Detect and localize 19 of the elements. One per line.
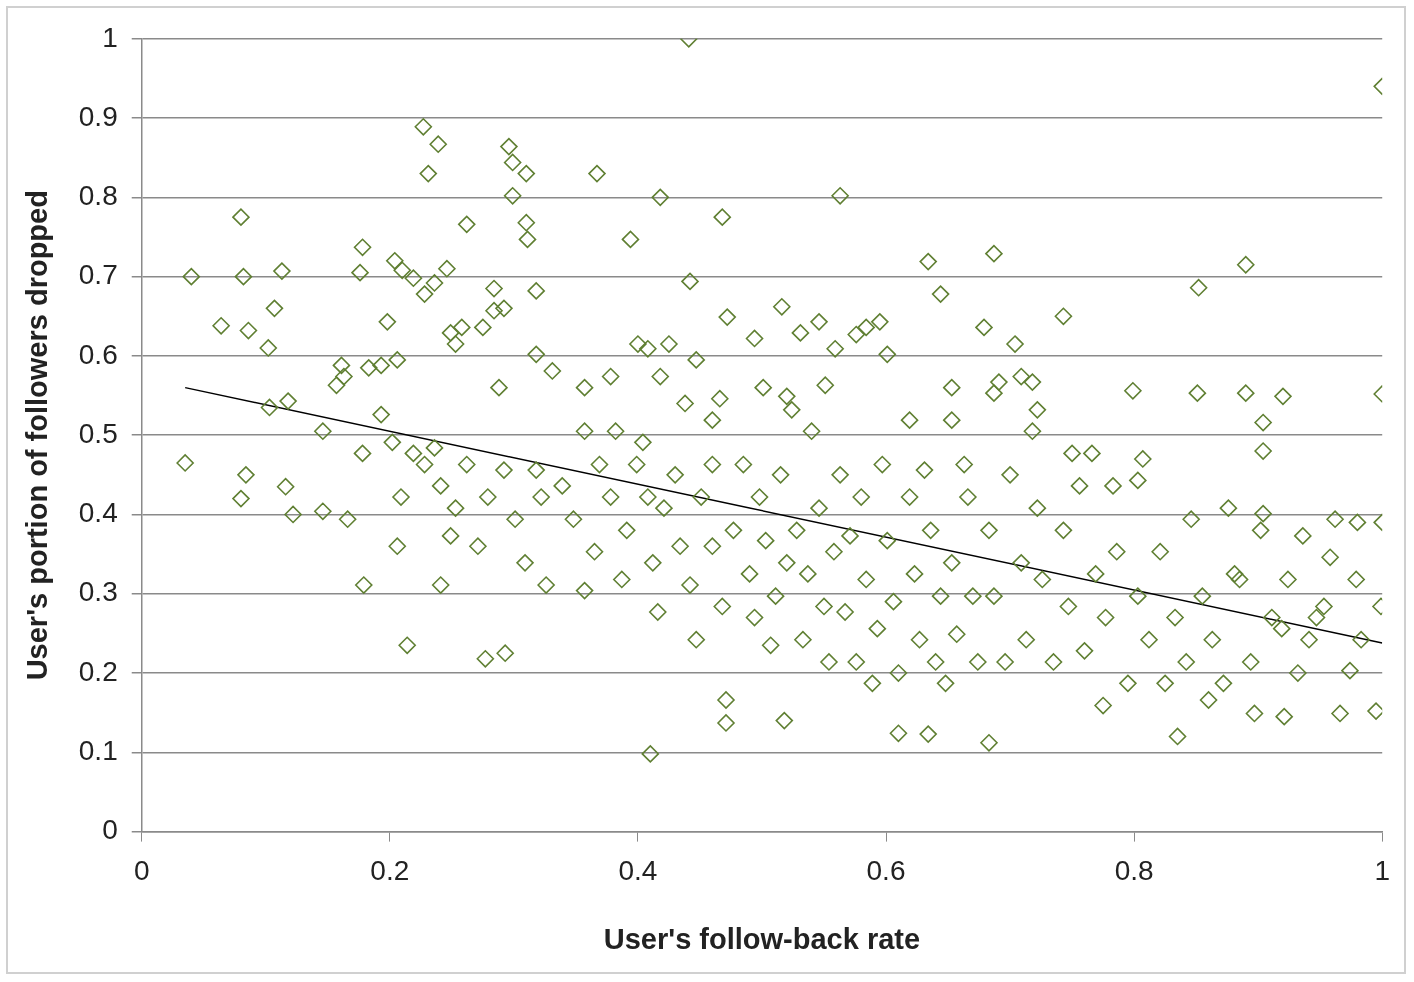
y-tick-label: 0.5 xyxy=(78,417,118,449)
y-tick-label: 0.6 xyxy=(78,338,118,370)
y-tick-label: 0.4 xyxy=(78,497,118,529)
y-tick-label: 0.1 xyxy=(78,735,118,767)
y-tick-label: 0.8 xyxy=(78,180,118,212)
y-tick-label: 0.3 xyxy=(78,576,118,608)
x-tick-label: 0.4 xyxy=(618,855,658,887)
y-tick-label: 1 xyxy=(102,21,118,53)
y-tick-label: 0.7 xyxy=(78,259,118,291)
y-tick-label: 0.2 xyxy=(78,655,118,687)
y-tick-label: 0.9 xyxy=(78,100,118,132)
x-tick-label: 0.8 xyxy=(1114,855,1154,887)
x-tick-label: 1 xyxy=(1374,855,1390,887)
x-tick-label: 0.2 xyxy=(370,855,410,887)
y-tick-label: 0 xyxy=(102,814,118,846)
x-tick-label: 0 xyxy=(133,855,150,887)
x-tick-label: 0.6 xyxy=(866,855,906,887)
x-axis-title: User's follow-back rate xyxy=(603,922,921,955)
y-axis-title: User's portion of followers dropped xyxy=(21,190,54,681)
